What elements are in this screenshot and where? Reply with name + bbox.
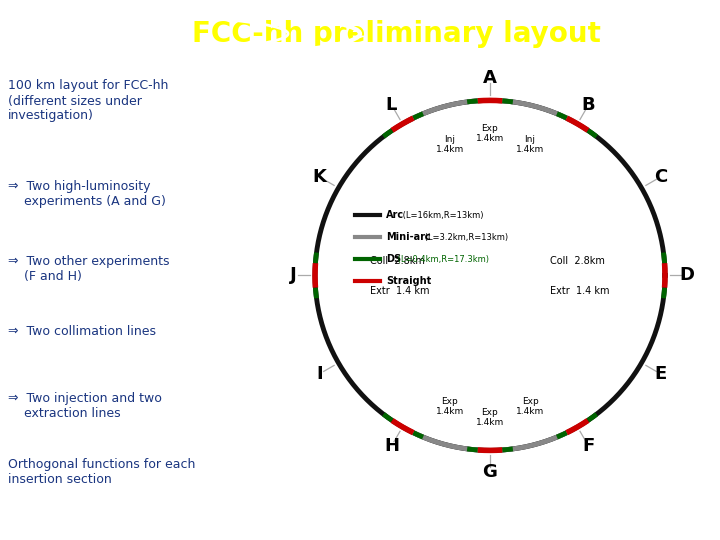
- Text: Inj
1.4km: Inj 1.4km: [516, 134, 544, 154]
- Text: Coll  2.8km: Coll 2.8km: [550, 256, 605, 266]
- Text: ⇒  Two other experiments
    (F and H): ⇒ Two other experiments (F and H): [8, 254, 169, 282]
- Text: Exp
1.4km: Exp 1.4km: [476, 124, 504, 143]
- Text: Orthogonal functions for each
insertion section: Orthogonal functions for each insertion …: [8, 458, 195, 487]
- Text: Arc: Arc: [386, 211, 404, 220]
- Text: L: L: [386, 96, 397, 114]
- Text: Future High-Energy Proton Colliders: Future High-Energy Proton Colliders: [97, 492, 271, 503]
- Text: Mini-arc: Mini-arc: [386, 232, 431, 242]
- Text: ⇒  Two collimation lines: ⇒ Two collimation lines: [8, 325, 156, 338]
- Text: D: D: [680, 266, 695, 285]
- Text: C: C: [654, 168, 667, 186]
- Text: 12: 12: [680, 503, 702, 521]
- Text: Coll  2.8km: Coll 2.8km: [370, 256, 425, 266]
- Text: (L=3.2km,R=13km): (L=3.2km,R=13km): [422, 233, 508, 242]
- Text: DS: DS: [386, 254, 401, 265]
- Text: Exp
1.4km: Exp 1.4km: [436, 397, 464, 416]
- Text: 100 km layout for FCC-hh
(different sizes under
investigation): 100 km layout for FCC-hh (different size…: [8, 79, 168, 123]
- Text: F: F: [582, 437, 595, 455]
- Text: E: E: [654, 365, 667, 383]
- Text: H: H: [384, 437, 399, 455]
- Text: CERN: CERN: [35, 504, 58, 513]
- Text: Exp
1.4km: Exp 1.4km: [516, 397, 544, 416]
- Text: I: I: [316, 365, 323, 383]
- Text: (L=16km,R=13km): (L=16km,R=13km): [400, 211, 483, 220]
- Text: Inj
1.4km: Inj 1.4km: [436, 134, 464, 154]
- Text: Exp
1.4km: Exp 1.4km: [476, 408, 504, 427]
- Text: G: G: [482, 463, 498, 481]
- Text: Extr  1.4 km: Extr 1.4 km: [550, 286, 610, 296]
- Text: FCC-hh preliminary layout: FCC-hh preliminary layout: [192, 20, 600, 48]
- Text: hh  ee  he: hh ee he: [55, 43, 89, 49]
- Text: B: B: [582, 96, 595, 114]
- Text: FCC: FCC: [57, 22, 87, 35]
- Text: A: A: [483, 70, 497, 87]
- Text: ⇒  Two injection and two
    extraction lines: ⇒ Two injection and two extraction lines: [8, 392, 162, 420]
- Text: 2015 CHIPP Annual Meeting: 2015 CHIPP Annual Meeting: [97, 521, 234, 531]
- Text: Extr  1.4 km: Extr 1.4 km: [370, 286, 430, 296]
- Text: J: J: [289, 266, 297, 285]
- Text: ⇒  Two high-luminosity
    experiments (A and G): ⇒ Two high-luminosity experiments (A and…: [8, 180, 166, 208]
- Text: Michael Benedikt: Michael Benedikt: [97, 507, 181, 517]
- Text: Straight: Straight: [386, 276, 431, 286]
- Text: (L=0.4km,R=17.3km): (L=0.4km,R=17.3km): [395, 255, 489, 264]
- Text: K: K: [312, 168, 326, 186]
